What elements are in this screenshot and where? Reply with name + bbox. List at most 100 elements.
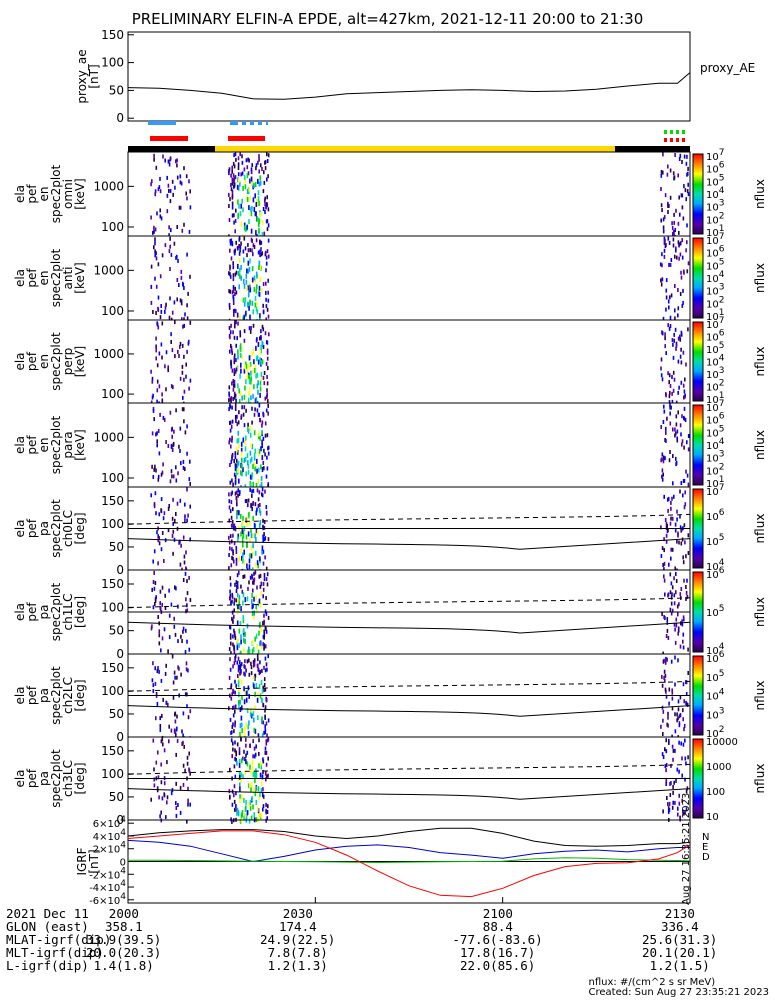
spectrogram-pixel — [242, 533, 244, 539]
spectrogram-pixel — [183, 554, 186, 559]
spectrogram-pixel — [237, 271, 240, 277]
spectrogram-pixel — [261, 688, 264, 694]
spectrogram-pixel — [265, 297, 267, 302]
footer-value: 7.8(7.8) — [267, 945, 328, 960]
spectrogram-pixel — [186, 196, 188, 201]
spectrogram-pixel — [233, 213, 235, 218]
spectrogram-pixel — [683, 415, 685, 420]
spectrogram-pixel — [665, 438, 667, 443]
spectrogram-pixel — [675, 346, 677, 351]
spectrogram-pixel — [179, 785, 182, 790]
spectrogram-pixel — [230, 187, 233, 192]
spectrogram-pixel — [152, 605, 155, 610]
spectrogram-pixel — [163, 748, 166, 753]
spectrogram-pixel — [263, 635, 265, 640]
spectrogram-pixel — [180, 672, 182, 677]
spectrogram-pixel — [230, 256, 233, 261]
spectrogram-pixel — [662, 809, 664, 814]
spectrogram-pixel — [237, 156, 240, 161]
spectrogram-pixel — [683, 727, 685, 732]
spectrogram-pixel — [265, 505, 268, 510]
spectrogram-pixel — [252, 252, 254, 257]
spectrogram-pixel — [661, 377, 664, 382]
spectrogram-pixel — [238, 747, 241, 752]
colorbar-tick-label: 104 — [706, 354, 725, 369]
spectrogram-pixel — [665, 694, 668, 699]
spectrogram-pixel — [663, 404, 665, 409]
spectrogram-pixel — [672, 237, 675, 242]
spectrogram-pixel — [179, 180, 182, 185]
spectrogram-pixel — [234, 467, 237, 472]
spectrogram-pixel — [668, 373, 671, 378]
spectrogram-pixel — [153, 225, 155, 230]
spectrogram-pixel — [233, 559, 235, 564]
spectrogram-pixel — [248, 511, 250, 517]
spectrogram-pixel — [184, 768, 186, 773]
spectrogram-pixel — [155, 511, 157, 516]
spectrogram-pixel — [229, 197, 231, 202]
spectrogram-pixel — [241, 679, 243, 685]
colorbar-tick-label: 107 — [706, 316, 724, 331]
spectrogram-pixel — [266, 733, 268, 738]
spectrogram-pixel — [677, 410, 679, 415]
spectrogram-pixel — [675, 461, 678, 465]
spectrogram-pixel — [170, 384, 173, 389]
spectrogram-pixel — [180, 301, 183, 306]
spectrogram-pixel — [183, 560, 186, 565]
spectrogram-pixel — [264, 331, 267, 336]
spectrogram-pixel — [253, 245, 256, 249]
spectrogram-pixel — [169, 199, 172, 204]
spectrogram-pixel — [240, 241, 242, 246]
spectrogram-pixel — [679, 514, 681, 519]
spectrogram-pixel — [664, 678, 666, 683]
spectrogram-pixel — [235, 752, 237, 757]
spectrogram-pixel — [261, 340, 264, 346]
spectrogram-pixel — [680, 193, 683, 198]
spectrogram-pixel — [158, 351, 161, 356]
spectrogram-pixel — [161, 398, 164, 403]
spectrogram-pixel — [257, 497, 260, 502]
spectrogram-pixel — [235, 498, 238, 503]
spectrogram-pixel — [261, 232, 264, 238]
panel-label: en — [37, 354, 51, 369]
spectrogram-pixel — [152, 408, 155, 413]
spectrogram-pixel — [258, 431, 260, 437]
spectrogram-pixel — [175, 781, 177, 786]
spectrogram-pixel — [167, 528, 170, 533]
spectrogram-pixel — [662, 472, 664, 477]
spectrogram-pixel — [175, 478, 178, 483]
spectrogram-pixel — [260, 781, 263, 787]
spectrogram-pixel — [250, 326, 252, 330]
spectrogram-pixel — [253, 683, 255, 689]
spectrogram-pixel — [243, 560, 246, 566]
spectrogram-pixel — [168, 724, 170, 729]
spectrogram-pixel — [242, 574, 244, 579]
spectrogram-pixel — [263, 573, 266, 577]
spectrogram-pixel — [672, 481, 674, 486]
spectrogram-pixel — [181, 407, 184, 412]
spectrogram-pixel — [253, 577, 256, 582]
spectrogram-pixel — [188, 647, 191, 652]
spectrogram-pixel — [179, 376, 182, 381]
spectrogram-pixel — [681, 756, 683, 761]
spectrogram-pixel — [683, 724, 686, 728]
spectrogram-pixel — [254, 278, 256, 284]
spectrogram-pixel — [243, 174, 246, 180]
spectrogram-pixel — [682, 269, 685, 274]
spectrogram-pixel — [665, 782, 667, 786]
spectrogram-pixel — [229, 420, 232, 425]
spectrogram-pixel — [266, 388, 268, 393]
spectrogram-pixel — [189, 802, 191, 807]
spectrogram-pixel — [228, 385, 231, 390]
spectrogram-pixel — [179, 344, 181, 349]
spectrogram-pixel — [236, 514, 238, 520]
spectrogram-pixel — [186, 252, 188, 257]
spectrogram-pixel — [233, 379, 236, 384]
spectrogram-pixel — [672, 230, 675, 234]
spectrogram-pixel — [262, 310, 265, 315]
spectrogram-pixel — [672, 454, 674, 458]
spectrogram-pixel — [259, 239, 261, 244]
spectrogram-pixel — [668, 240, 671, 245]
colorbar-tick-label: 105 — [706, 424, 724, 439]
spectrogram-pixel — [259, 380, 262, 386]
